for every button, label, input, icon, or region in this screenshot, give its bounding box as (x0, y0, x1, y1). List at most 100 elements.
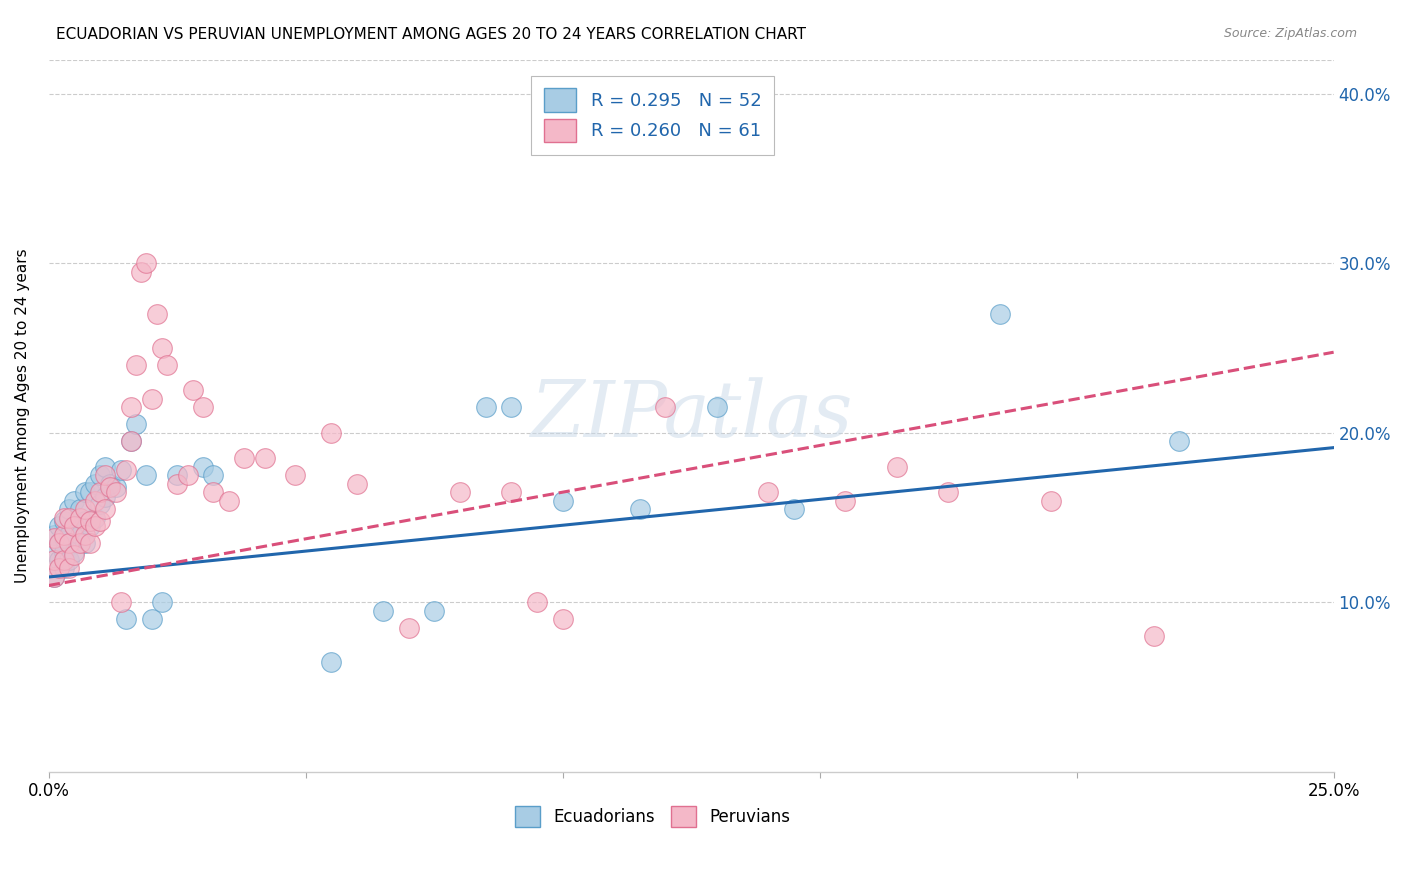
Text: ZIPatlas: ZIPatlas (530, 377, 852, 454)
Point (141, 612, 163, 626)
Point (120, 401, 142, 415)
Point (423, 604, 446, 618)
Point (526, 595, 548, 609)
Point (110, 463, 132, 477)
Point (73, 536, 96, 550)
Point (474, 401, 496, 415)
Point (53, 561, 76, 575)
Point (42, 570, 65, 584)
Point (115, 612, 138, 626)
Point (89, 485, 111, 500)
Text: Source: ZipAtlas.com: Source: ZipAtlas.com (1223, 27, 1357, 40)
Point (218, 493, 240, 508)
Point (1143, 629, 1166, 643)
Point (53, 510, 76, 524)
Point (104, 485, 127, 500)
Point (73, 514, 96, 528)
Point (58, 561, 80, 575)
Point (73, 485, 96, 500)
Point (371, 604, 394, 618)
Point (89, 497, 111, 511)
Point (94, 502, 117, 516)
Point (53, 527, 76, 541)
Point (398, 621, 420, 635)
Point (94, 459, 117, 474)
Point (84, 493, 107, 508)
Point (988, 307, 1011, 321)
Point (125, 358, 148, 372)
Point (551, 612, 574, 626)
Point (48, 536, 70, 550)
Point (141, 392, 163, 406)
Point (150, 341, 173, 355)
Point (115, 463, 138, 477)
Point (69, 502, 91, 516)
Point (191, 459, 214, 474)
Point (321, 425, 343, 440)
Point (706, 401, 728, 415)
Point (58, 536, 80, 550)
Point (69, 510, 91, 524)
Point (120, 434, 142, 449)
Point (48, 536, 70, 550)
Point (100, 480, 122, 494)
Point (58, 502, 80, 516)
Point (48, 519, 70, 533)
Point (79, 519, 101, 533)
Point (233, 451, 256, 466)
Point (58, 527, 80, 541)
Point (135, 256, 157, 270)
Point (176, 468, 198, 483)
Point (58, 510, 80, 524)
Point (42, 527, 65, 541)
Point (783, 502, 806, 516)
Point (42, 544, 65, 558)
Point (628, 502, 651, 516)
Point (84, 510, 107, 524)
Point (654, 401, 676, 415)
Y-axis label: Unemployment Among Ages 20 to 24 years: Unemployment Among Ages 20 to 24 years (15, 249, 30, 583)
Point (89, 514, 111, 528)
Point (202, 468, 225, 483)
Point (936, 485, 959, 500)
Point (756, 485, 779, 500)
Point (73, 527, 96, 541)
Point (79, 485, 101, 500)
Point (284, 468, 307, 483)
Point (48, 553, 70, 567)
Point (42, 553, 65, 567)
Point (346, 476, 368, 491)
Point (1168, 434, 1191, 449)
Point (501, 401, 523, 415)
Point (100, 476, 122, 491)
Legend: Ecuadorians, Peruvians: Ecuadorians, Peruvians (506, 798, 799, 835)
Point (202, 485, 225, 500)
Point (110, 595, 132, 609)
Point (53, 514, 76, 528)
Point (886, 459, 908, 474)
Point (145, 307, 167, 321)
Point (84, 476, 107, 491)
Point (53, 544, 76, 558)
Point (69, 536, 91, 550)
Point (42, 570, 65, 584)
Point (181, 384, 204, 398)
Point (69, 527, 91, 541)
Point (1039, 493, 1062, 508)
Point (191, 401, 214, 415)
Point (135, 468, 157, 483)
Point (449, 485, 471, 500)
Point (53, 553, 76, 567)
Point (53, 531, 76, 545)
Point (79, 514, 101, 528)
Point (551, 493, 574, 508)
Point (166, 476, 188, 491)
Point (48, 561, 70, 575)
Point (73, 502, 96, 516)
Point (58, 553, 80, 567)
Point (125, 417, 148, 432)
Point (94, 468, 117, 483)
Point (129, 265, 152, 279)
Point (834, 493, 856, 508)
Point (104, 480, 127, 494)
